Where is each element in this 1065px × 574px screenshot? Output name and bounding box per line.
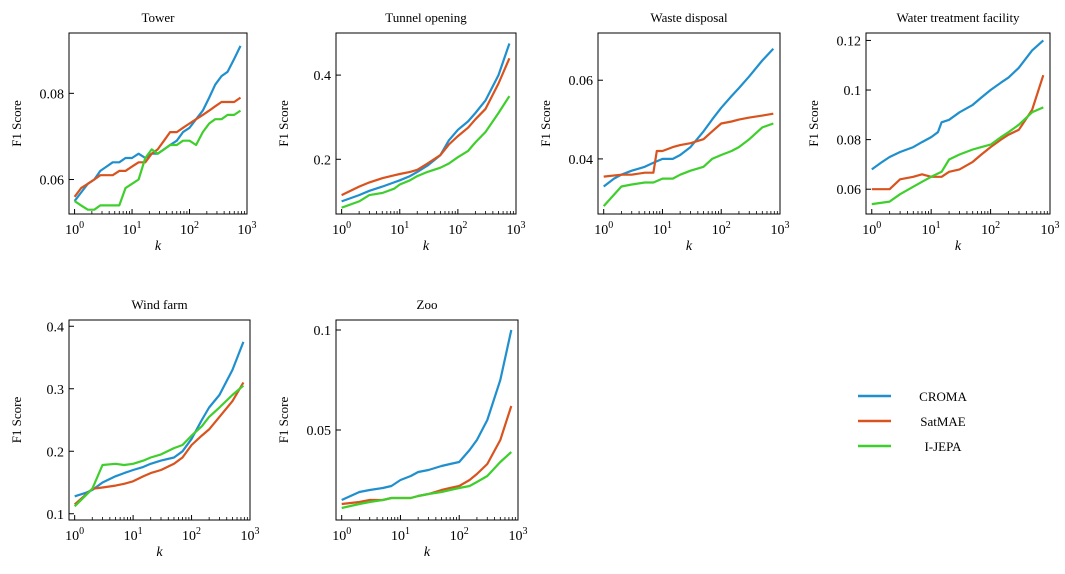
y-tick-label: 0.08 bbox=[837, 134, 862, 149]
series-line-ijepa bbox=[73, 384, 245, 508]
y-tick-label: 0.12 bbox=[837, 34, 862, 49]
y-tick-label: 0.2 bbox=[47, 445, 65, 460]
x-tick-label: 103 bbox=[241, 526, 260, 544]
x-tick-label: 102 bbox=[180, 220, 199, 238]
plot-frame bbox=[335, 319, 519, 521]
series-line-satmae bbox=[341, 57, 511, 197]
subplot-0: 100 101 102 103 0.06 0.08 Tower k F1 Score bbox=[9, 10, 257, 254]
series-line-ijepa bbox=[871, 106, 1044, 206]
y-axis-label: F1 Score bbox=[538, 100, 553, 147]
series-line-ijepa bbox=[341, 451, 513, 510]
x-tick-label: 102 bbox=[448, 220, 467, 238]
y-tick-label: 0.06 bbox=[569, 74, 594, 89]
series-line-croma bbox=[871, 39, 1045, 171]
y-tick-label: 0.3 bbox=[47, 383, 65, 398]
series-line-croma bbox=[73, 45, 242, 202]
x-tick-label: 102 bbox=[712, 220, 731, 238]
y-axis-label: F1 Score bbox=[276, 396, 291, 443]
x-tick-label: 103 bbox=[238, 220, 257, 238]
x-axis-label: k bbox=[155, 239, 162, 254]
series-line-satmae bbox=[73, 96, 242, 198]
series-group bbox=[73, 45, 242, 211]
subplot-title: Tunnel opening bbox=[385, 10, 467, 25]
x-axis-label: k bbox=[686, 239, 693, 254]
subplot-3: 100 101 102 103 0.06 0.08 0.1 0.12 Water treatme… bbox=[806, 10, 1060, 254]
x-tick-label: 100 bbox=[65, 526, 84, 544]
series-line-satmae bbox=[73, 381, 245, 506]
plot-frame bbox=[68, 319, 251, 521]
series-group bbox=[73, 341, 245, 508]
series-line-ijepa bbox=[341, 95, 511, 209]
x-tick-label: 100 bbox=[594, 220, 613, 238]
y-axis-label: F1 Score bbox=[276, 100, 291, 147]
legend-label: I-JEPA bbox=[924, 439, 962, 454]
y-tick-label: 0.08 bbox=[40, 87, 65, 102]
series-line-croma bbox=[603, 47, 775, 188]
series-line-satmae bbox=[603, 112, 774, 178]
subplot-4: 100 101 102 103 0.1 0.2 0.3 0.4 Wind farm k F1 Sco… bbox=[9, 297, 260, 560]
subplot-5: 100 101 102 103 0.05 0.1 Zoo k F1 Score bbox=[276, 297, 528, 560]
x-tick-label: 100 bbox=[65, 220, 84, 238]
x-tick-label: 101 bbox=[922, 220, 941, 238]
x-tick-label: 101 bbox=[653, 220, 672, 238]
series-line-ijepa bbox=[73, 109, 242, 211]
series-group bbox=[341, 329, 513, 510]
x-tick-label: 103 bbox=[507, 220, 526, 238]
y-tick-label: 0.1 bbox=[844, 84, 862, 99]
x-tick-label: 101 bbox=[391, 526, 410, 544]
x-tick-label: 101 bbox=[390, 220, 409, 238]
series-line-croma bbox=[341, 43, 511, 203]
x-axis-label: k bbox=[955, 239, 962, 254]
subplot-2: 100 101 102 103 0.04 0.06 Waste disposal k F1 Sc… bbox=[538, 10, 790, 254]
x-axis-label: k bbox=[156, 545, 163, 560]
subplot-title: Zoo bbox=[417, 297, 438, 312]
x-tick-label: 100 bbox=[332, 220, 351, 238]
y-tick-label: 0.04 bbox=[569, 153, 594, 168]
x-tick-label: 102 bbox=[182, 526, 201, 544]
x-tick-label: 102 bbox=[450, 526, 469, 544]
y-tick-label: 0.4 bbox=[47, 320, 65, 335]
y-axis-label: F1 Score bbox=[9, 396, 24, 443]
series-line-croma bbox=[341, 329, 513, 502]
plot-frame bbox=[68, 32, 248, 215]
y-axis-label: F1 Score bbox=[806, 100, 821, 147]
x-tick-label: 100 bbox=[332, 526, 351, 544]
x-tick-label: 103 bbox=[771, 220, 790, 238]
x-tick-label: 102 bbox=[981, 220, 1000, 238]
series-group bbox=[341, 43, 511, 209]
y-tick-label: 0.06 bbox=[837, 183, 862, 198]
y-tick-label: 0.05 bbox=[307, 424, 332, 439]
series-line-croma bbox=[74, 341, 245, 498]
series-line-ijepa bbox=[602, 122, 774, 207]
y-tick-label: 0.4 bbox=[314, 69, 332, 84]
y-tick-label: 0.06 bbox=[40, 174, 65, 189]
x-tick-label: 103 bbox=[1041, 220, 1060, 238]
y-axis-label: F1 Score bbox=[9, 100, 24, 147]
subplot-1: 100 101 102 103 0.2 0.4 Tunnel opening k F1 Scor… bbox=[276, 10, 526, 254]
subplot-title: Tower bbox=[141, 10, 175, 25]
plot-frame bbox=[597, 32, 781, 215]
subplot-title: Water treatment facility bbox=[896, 10, 1020, 25]
series-group bbox=[871, 39, 1045, 206]
legend-label: CROMA bbox=[919, 389, 967, 404]
x-tick-label: 101 bbox=[123, 220, 142, 238]
legend: CROMA SatMAE I-JEPA bbox=[858, 389, 967, 454]
subplot-title: Waste disposal bbox=[650, 10, 728, 25]
x-tick-label: 103 bbox=[509, 526, 528, 544]
series-group bbox=[602, 47, 775, 207]
x-tick-label: 101 bbox=[124, 526, 143, 544]
legend-label: SatMAE bbox=[920, 414, 966, 429]
x-tick-label: 100 bbox=[862, 220, 881, 238]
series-line-satmae bbox=[871, 74, 1045, 191]
subplot-title: Wind farm bbox=[131, 297, 187, 312]
x-axis-label: k bbox=[423, 239, 430, 254]
plot-frame bbox=[335, 32, 517, 215]
x-axis-label: k bbox=[424, 545, 431, 560]
y-tick-label: 0.1 bbox=[314, 324, 332, 339]
plot-frame bbox=[865, 32, 1051, 215]
y-tick-label: 0.1 bbox=[47, 508, 65, 523]
y-tick-label: 0.2 bbox=[314, 153, 332, 168]
